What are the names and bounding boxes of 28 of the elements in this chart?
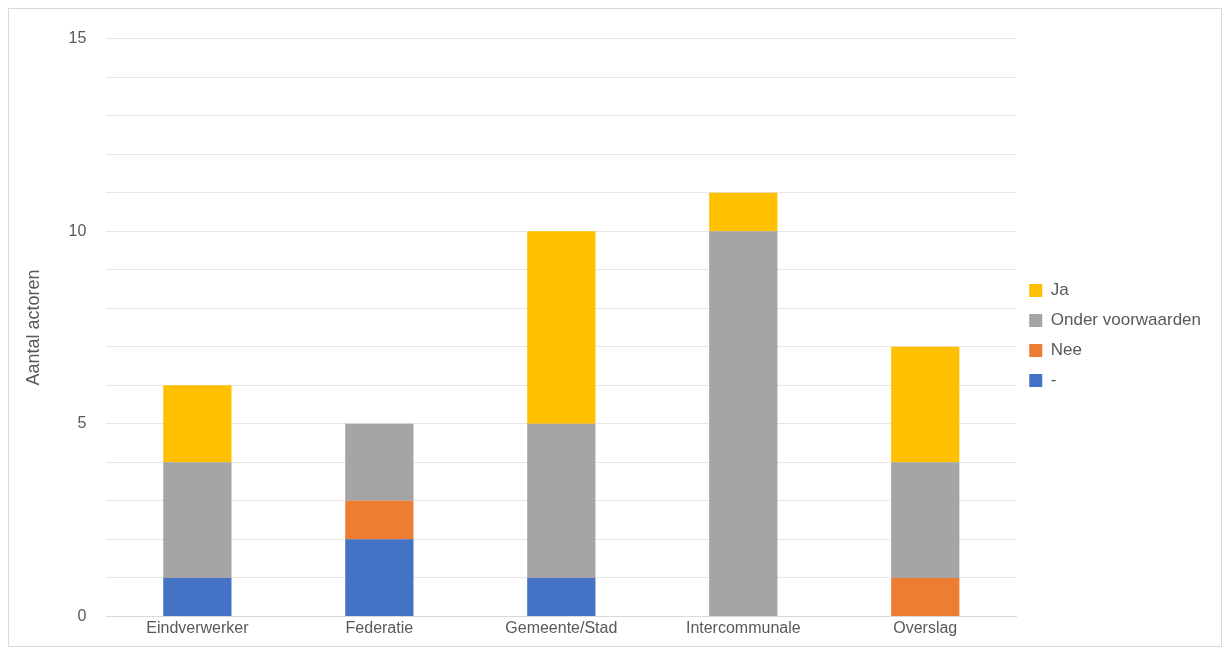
x-tick-label: Gemeente/Stad bbox=[505, 619, 618, 637]
y-tick-label: 5 bbox=[77, 414, 87, 432]
bar bbox=[345, 423, 414, 501]
bar bbox=[527, 423, 596, 578]
legend-label: Onder voorwaarden bbox=[1050, 310, 1202, 330]
bar bbox=[163, 462, 232, 578]
legend-label: - bbox=[1050, 370, 1057, 390]
legend-label: Nee bbox=[1050, 340, 1082, 360]
bar bbox=[709, 192, 778, 232]
bar bbox=[891, 346, 960, 463]
x-tick-label: Overslag bbox=[893, 619, 958, 637]
bar bbox=[527, 577, 596, 616]
y-axis-title: Aantal actoren bbox=[22, 269, 43, 386]
bar bbox=[709, 231, 778, 616]
bar bbox=[163, 385, 232, 463]
x-tick-label: Intercommunale bbox=[685, 619, 801, 637]
bar bbox=[891, 577, 960, 616]
bar bbox=[345, 539, 414, 616]
y-tick-label: 15 bbox=[68, 29, 87, 47]
x-tick-label: Federatie bbox=[345, 619, 414, 637]
bar bbox=[527, 231, 596, 424]
bar bbox=[345, 500, 414, 540]
y-tick-label: 10 bbox=[68, 221, 87, 239]
y-tick-label: 0 bbox=[77, 606, 87, 624]
legend-label: Ja bbox=[1050, 280, 1070, 300]
x-tick-label: Eindverwerker bbox=[146, 619, 250, 637]
bar bbox=[163, 577, 232, 616]
bar bbox=[891, 462, 960, 578]
